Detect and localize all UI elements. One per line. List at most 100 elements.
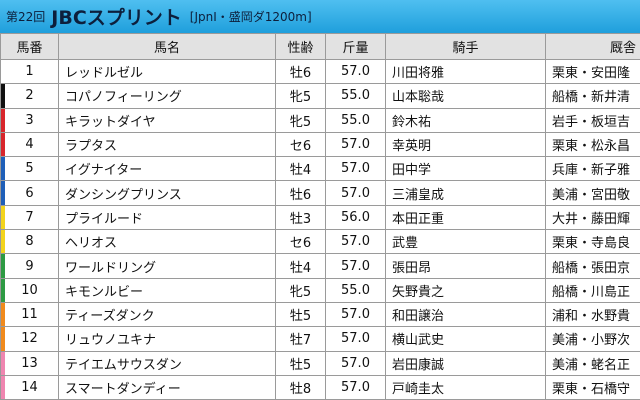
jockey: 山本聡哉 xyxy=(385,83,546,109)
jockey: 三浦皇成 xyxy=(385,180,546,206)
weight: 57.0 xyxy=(325,180,386,206)
horse-name: ヘリオス xyxy=(58,229,276,255)
weight: 57.0 xyxy=(325,326,386,352)
header-row: 馬番 馬名 性齢 斤量 騎手 厩舎 xyxy=(0,33,640,60)
entry-row: 12 リュウノユキナ 牡7 57.0 横山武史 美浦・小野次 xyxy=(0,326,640,352)
horse-number: 10 xyxy=(0,277,59,303)
entry-row: 14 スマートダンディー 牡8 57.0 戸崎圭太 栗東・石橋守 xyxy=(0,374,640,400)
jockey: 本田正重 xyxy=(385,204,546,231)
weight: 55.0 xyxy=(325,107,386,133)
horse-name: コパノフィーリング xyxy=(58,83,276,109)
weight: 56.0 xyxy=(325,204,386,231)
weight: 57.0 xyxy=(325,301,386,328)
sex-age: 牝5 xyxy=(275,277,326,303)
weight: 55.0 xyxy=(325,277,386,303)
weight: 57.0 xyxy=(325,229,386,255)
column-header: 斤量 xyxy=(325,33,386,60)
weight: 57.0 xyxy=(325,58,386,85)
entry-row: 3 キラットダイヤ 牝5 55.0 鈴木祐 岩手・板垣吉 xyxy=(0,107,640,133)
horse-name: ラプタス xyxy=(58,131,276,158)
column-header: 厩舎 xyxy=(545,33,640,60)
column-header: 騎手 xyxy=(385,33,546,60)
sex-age: 牡5 xyxy=(275,350,326,376)
sex-age: 牡3 xyxy=(275,204,326,231)
horse-number: 11 xyxy=(0,301,59,328)
horse-name: プライルード xyxy=(58,204,276,231)
entry-row: 10 キモンルビー 牝5 55.0 矢野貴之 船橋・川島正 xyxy=(0,277,640,303)
trainer: 岩手・板垣吉 xyxy=(545,107,640,133)
jockey: 幸英明 xyxy=(385,131,546,158)
jockey: 張田昂 xyxy=(385,253,546,279)
jockey: 武豊 xyxy=(385,229,546,255)
horse-number: 13 xyxy=(0,350,59,376)
column-header: 馬番 xyxy=(0,33,59,60)
horse-name: リュウノユキナ xyxy=(58,326,276,352)
trainer: 栗東・石橋守 xyxy=(545,374,640,400)
race-subtitle: [JpnI・盛岡ダ1200m] xyxy=(189,10,312,24)
sex-age: 牡7 xyxy=(275,326,326,352)
horse-name: スマートダンディー xyxy=(58,374,276,400)
trainer: 美浦・小野次 xyxy=(545,326,640,352)
entry-table: 馬番 馬名 性齢 斤量 騎手 厩舎 1 レッドルゼル 牡6 57.0 川田将雅 栗東・安田隆 2 コパノ… xyxy=(0,33,640,400)
horse-name: イグナイター xyxy=(58,156,276,182)
race-round: 第22回 xyxy=(6,10,46,24)
header: 第22回 JBCスプリント [JpnI・盛岡ダ1200m] xyxy=(0,0,640,33)
sex-age: 牡4 xyxy=(275,156,326,182)
weight: 57.0 xyxy=(325,374,386,400)
weight: 55.0 xyxy=(325,83,386,109)
horse-name: ダンシングプリンス xyxy=(58,180,276,206)
entry-row: 8 ヘリオス セ6 57.0 武豊 栗東・寺島良 xyxy=(0,229,640,255)
trainer: 栗東・安田隆 xyxy=(545,58,640,85)
entry-row: 11 ティーズダンク 牡5 57.0 和田譲治 浦和・水野貴 xyxy=(0,301,640,328)
trainer: 兵庫・新子雅 xyxy=(545,156,640,182)
trainer: 船橋・川島正 xyxy=(545,277,640,303)
entry-row: 2 コパノフィーリング 牝5 55.0 山本聡哉 船橋・新井清 xyxy=(0,83,640,109)
horse-name: ティーズダンク xyxy=(58,301,276,328)
race-title: JBCスプリント xyxy=(51,7,182,29)
jockey: 横山武史 xyxy=(385,326,546,352)
jockey: 戸崎圭太 xyxy=(385,374,546,400)
entry-row: 6 ダンシングプリンス 牡6 57.0 三浦皇成 美浦・宮田敬 xyxy=(0,180,640,206)
sex-age: 牝5 xyxy=(275,83,326,109)
horse-name: キラットダイヤ xyxy=(58,107,276,133)
weight: 57.0 xyxy=(325,253,386,279)
jockey: 川田将雅 xyxy=(385,58,546,85)
sex-age: 牡5 xyxy=(275,301,326,328)
jockey: 和田譲治 xyxy=(385,301,546,328)
horse-number: 8 xyxy=(0,229,59,255)
sex-age: 牡4 xyxy=(275,253,326,279)
jockey: 岩田康誠 xyxy=(385,350,546,376)
entry-row: 7 プライルード 牡3 56.0 本田正重 大井・藤田輝 xyxy=(0,204,640,231)
horse-name: ワールドリング xyxy=(58,253,276,279)
entry-row: 1 レッドルゼル 牡6 57.0 川田将雅 栗東・安田隆 xyxy=(0,58,640,85)
trainer: 栗東・寺島良 xyxy=(545,229,640,255)
trainer: 美浦・蛯名正 xyxy=(545,350,640,376)
entry-row: 5 イグナイター 牡4 57.0 田中学 兵庫・新子雅 xyxy=(0,156,640,182)
horse-number: 14 xyxy=(0,374,59,400)
entry-row: 9 ワールドリング 牡4 57.0 張田昂 船橋・張田京 xyxy=(0,253,640,279)
horse-number: 3 xyxy=(0,107,59,133)
weight: 57.0 xyxy=(325,131,386,158)
horse-name: キモンルビー xyxy=(58,277,276,303)
weight: 57.0 xyxy=(325,350,386,376)
horse-number: 7 xyxy=(0,204,59,231)
sex-age: 牡6 xyxy=(275,58,326,85)
sex-age: セ6 xyxy=(275,229,326,255)
horse-name: レッドルゼル xyxy=(58,58,276,85)
weight: 57.0 xyxy=(325,156,386,182)
entry-row: 4 ラプタス セ6 57.0 幸英明 栗東・松永昌 xyxy=(0,131,640,158)
horse-number: 2 xyxy=(0,83,59,109)
trainer: 船橋・新井清 xyxy=(545,83,640,109)
trainer: 浦和・水野貴 xyxy=(545,301,640,328)
table-body: 1 レッドルゼル 牡6 57.0 川田将雅 栗東・安田隆 2 コパノフィーリング 牝5 55.0 山… xyxy=(0,58,640,400)
horse-number: 5 xyxy=(0,156,59,182)
horse-number: 9 xyxy=(0,253,59,279)
trainer: 大井・藤田輝 xyxy=(545,204,640,231)
horse-number: 1 xyxy=(0,58,59,85)
sex-age: セ6 xyxy=(275,131,326,158)
horse-number: 4 xyxy=(0,131,59,158)
trainer: 栗東・松永昌 xyxy=(545,131,640,158)
column-header: 性齢 xyxy=(275,33,326,60)
entry-row: 13 テイエムサウスダン 牡5 57.0 岩田康誠 美浦・蛯名正 xyxy=(0,350,640,376)
